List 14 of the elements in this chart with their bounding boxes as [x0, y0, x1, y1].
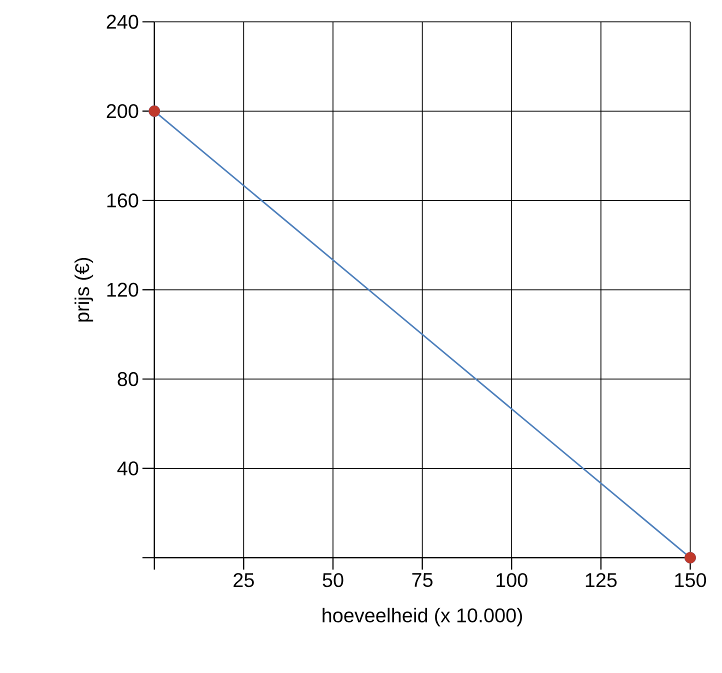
x-tick-label: 50: [322, 573, 344, 588]
y-tick-label: 80: [118, 372, 138, 386]
x-axis-title: hoeveelheid (x 10.000): [322, 608, 522, 626]
y-tick-label: 40: [117, 461, 138, 476]
y-axis-title: prijs (€): [74, 258, 94, 322]
x-tick-label: 100: [496, 573, 528, 588]
x-tick-label: 25: [234, 573, 254, 588]
x-tick-label: 150: [675, 573, 706, 588]
y-tick-label: 120: [107, 282, 138, 297]
y-tick-label: 160: [107, 194, 138, 208]
x-tick-label: 75: [412, 573, 432, 588]
y-tick-label: 200: [106, 104, 138, 118]
y-tick-label: 240: [106, 14, 138, 29]
x-tick-label: 125: [586, 573, 617, 588]
